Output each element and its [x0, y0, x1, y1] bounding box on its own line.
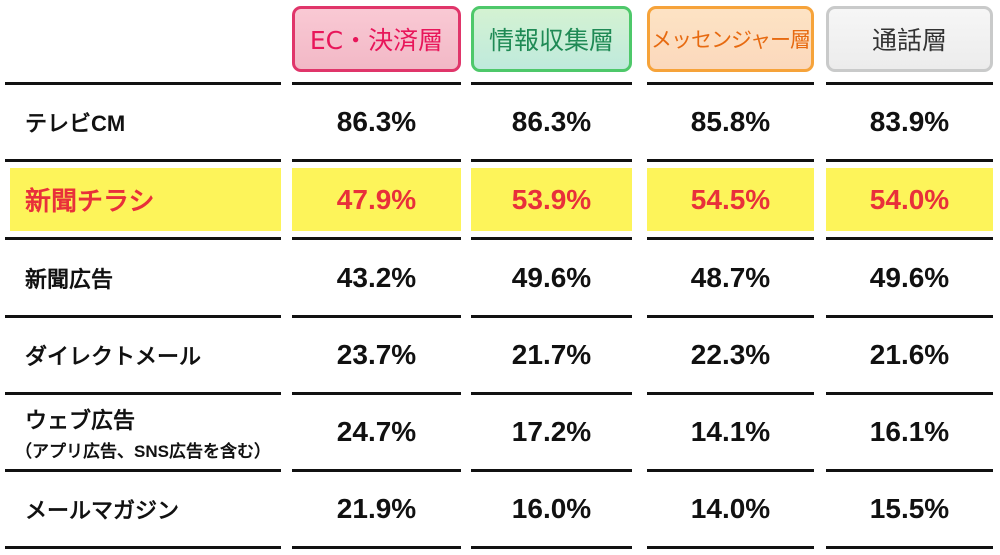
row-divider — [826, 469, 993, 472]
value-cell: 16.1% — [869, 416, 950, 447]
row-divider — [5, 546, 281, 549]
value-cell: 83.9% — [869, 106, 950, 137]
row-divider — [292, 159, 461, 162]
row-divider — [647, 237, 814, 240]
value-cell: 21.6% — [869, 339, 950, 370]
row-divider — [647, 392, 814, 395]
row-label-text: ウェブ広告 — [25, 407, 136, 433]
header-messenger: メッセンジャー層 — [647, 6, 814, 72]
row-label-text: 新聞広告 — [25, 266, 114, 292]
row-label: 新聞チラシ — [25, 162, 154, 237]
value-cell: 15.5% — [869, 493, 950, 524]
value-cell: 47.9% — [336, 183, 417, 215]
value-cell: 43.2% — [336, 261, 417, 293]
value-cell: 21.7% — [511, 339, 592, 370]
value-cell: 86.3% — [336, 106, 417, 137]
row-label: ダイレクトメール — [25, 318, 201, 392]
value-cell: 24.7% — [336, 416, 417, 447]
row-divider — [5, 237, 281, 240]
row-divider — [647, 546, 814, 549]
row-label: ウェブ広告 （アプリ広告、SNS広告を含む） — [15, 395, 271, 469]
row-divider — [292, 469, 461, 472]
row-label-note: （アプリ広告、SNS広告を含む） — [15, 441, 271, 461]
row-divider — [826, 159, 993, 162]
value-cell: 54.5% — [690, 183, 771, 215]
value-cell: 86.3% — [511, 106, 592, 137]
row-divider — [647, 159, 814, 162]
row-label-text: メールマガジン — [25, 498, 180, 523]
highlight-background — [10, 168, 281, 231]
header-calling: 通話層 — [826, 6, 993, 72]
row-divider — [471, 546, 632, 549]
row-divider — [5, 315, 281, 318]
highlight-background — [647, 168, 814, 231]
row-divider — [647, 315, 814, 318]
row-divider — [292, 392, 461, 395]
row-divider — [471, 469, 632, 472]
row-divider — [826, 315, 993, 318]
row-divider — [5, 469, 281, 472]
row-divider — [292, 315, 461, 318]
row-label: メールマガジン — [25, 472, 179, 546]
row-divider — [471, 237, 632, 240]
value-cell: 14.0% — [690, 493, 771, 524]
row-divider — [5, 159, 281, 162]
value-cell: 53.9% — [511, 183, 592, 215]
highlight-background — [292, 168, 461, 231]
row-divider — [292, 82, 461, 85]
row-divider — [292, 546, 461, 549]
value-cell: 85.8% — [690, 106, 771, 137]
value-cell: 14.1% — [690, 416, 771, 447]
row-label-text: 新聞チラシ — [25, 186, 155, 216]
row-divider — [826, 392, 993, 395]
row-divider — [292, 237, 461, 240]
row-divider — [647, 469, 814, 472]
highlight-background — [471, 168, 632, 231]
value-cell: 17.2% — [511, 416, 592, 447]
row-divider — [471, 315, 632, 318]
row-divider — [471, 392, 632, 395]
row-divider — [471, 159, 632, 162]
row-label-text: ダイレクトメール — [25, 344, 202, 369]
row-divider — [826, 237, 993, 240]
highlight-background — [826, 168, 993, 231]
value-cell: 23.7% — [336, 339, 417, 370]
row-label: 新聞広告 — [25, 240, 113, 315]
row-divider — [471, 82, 632, 85]
value-cell: 21.9% — [336, 493, 417, 524]
value-cell: 54.0% — [869, 183, 950, 215]
row-divider — [647, 82, 814, 85]
row-divider — [826, 546, 993, 549]
row-divider — [826, 82, 993, 85]
row-divider — [5, 392, 281, 395]
row-label: テレビCM — [25, 85, 125, 159]
header-ec-payment: EC・決済層 — [292, 6, 461, 72]
value-cell: 49.6% — [869, 261, 950, 293]
header-info-gathering: 情報収集層 — [471, 6, 632, 72]
row-divider — [5, 82, 281, 85]
value-cell: 48.7% — [690, 261, 771, 293]
row-label-text: テレビCM — [25, 111, 126, 136]
value-cell: 49.6% — [511, 261, 592, 293]
value-cell: 22.3% — [690, 339, 771, 370]
value-cell: 16.0% — [511, 493, 592, 524]
